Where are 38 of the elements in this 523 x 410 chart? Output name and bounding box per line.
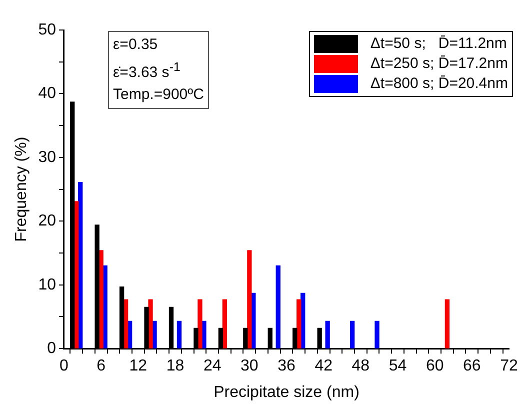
y-tick-label: 40 (38, 85, 56, 102)
x-tick-label: 24 (203, 358, 222, 375)
x-tick-label: 72 (500, 358, 518, 375)
legend-label: Δt=800 s; D̄=20.4nm (370, 74, 508, 94)
x-tick-label: 0 (60, 358, 69, 375)
bar (350, 320, 355, 348)
x-tick-label: 12 (129, 358, 148, 375)
y-tick-label: 10 (38, 276, 56, 294)
bar (296, 299, 302, 348)
annotation: ε=0.35 (113, 35, 159, 55)
annotation: ε̇=3.63 s$^{-1}$ (113, 59, 182, 83)
x-tick-label: 30 (240, 358, 258, 375)
x-tick-label: 48 (352, 358, 370, 375)
x-axis-title: Precipitate size (nm) (214, 384, 360, 401)
bar (374, 320, 380, 348)
legend-label: Δt=50 s; D̄=11.2nm (370, 34, 507, 54)
x-tick-label: 36 (278, 358, 296, 375)
x-tick-label: 42 (314, 358, 333, 375)
bar (148, 299, 153, 348)
bar (325, 320, 330, 348)
x-tick-label: 54 (388, 358, 407, 375)
bar (276, 265, 280, 348)
x-tick-label: 18 (166, 358, 184, 375)
y-axis-title: Frequency (%) (13, 136, 30, 242)
x-tick-label: 60 (426, 358, 444, 375)
annotation: Temp.=900ºC (113, 85, 204, 105)
x-tick-label: 66 (463, 358, 481, 375)
bar (247, 250, 252, 348)
bar (176, 320, 182, 348)
y-tick-label: 0 (47, 340, 56, 358)
y-tick-label: 20 (38, 212, 56, 230)
bar (222, 299, 228, 348)
legend-label: Δt=250 s; D̄=17.2nm (370, 54, 508, 74)
bar (444, 299, 450, 348)
x-tick-label: 6 (96, 358, 106, 375)
y-tick-label: 30 (38, 148, 56, 166)
y-tick-label: 50 (38, 21, 56, 38)
bar (198, 299, 202, 348)
